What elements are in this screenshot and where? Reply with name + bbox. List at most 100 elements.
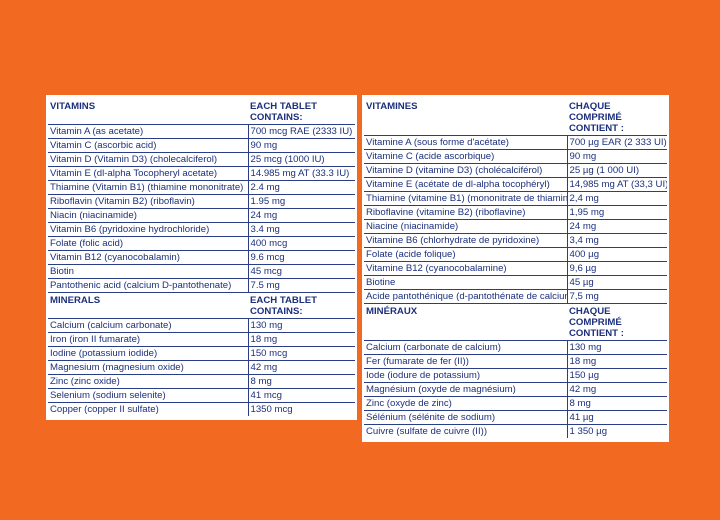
table-row: Vitamin B12 (cyanocobalamin) 9.6 mcg: [48, 250, 355, 265]
nutrient-name: Vitamin B12 (cyanocobalamin): [48, 250, 248, 265]
nutrient-name: Vitamin B6 (pyridoxine hydrochloride): [48, 222, 248, 237]
nutrient-amount: 14,985 mg AT (33,3 UI): [566, 177, 667, 192]
nutrient-name: Iodine (potassium iodide): [48, 346, 248, 361]
vitamins-header-row: VITAMINES CHAQUE COMPRIMÉ CONTIENT :: [364, 99, 667, 136]
table-row: Biotine 45 µg: [364, 275, 667, 290]
vitamins-amount-header: EACH TABLET CONTAINS:: [248, 99, 355, 125]
table-row: Zinc (zinc oxide) 8 mg: [48, 374, 355, 389]
nutrient-amount: 700 mcg RAE (2333 IU): [247, 124, 355, 139]
nutrient-amount: 8 mg: [566, 396, 667, 411]
vitamins-section-title: VITAMINS: [48, 99, 248, 125]
nutrient-amount: 90 mg: [247, 138, 355, 153]
nutrient-name: Niacin (niacinamide): [48, 208, 248, 223]
minerals-amount-header: EACH TABLET CONTAINS:: [248, 292, 355, 319]
table-row: Pantothenic acid (calcium D-pantothenate…: [48, 278, 355, 293]
nutrient-name: Vitamine B12 (cyanocobalamine): [364, 261, 567, 276]
table-row: Vitamine D (vitamine D3) (cholécalciféro…: [364, 163, 667, 178]
nutrient-name: Vitamin E (dl-alpha Tocopheryl acetate): [48, 166, 248, 181]
nutrient-name: Riboflavin (Vitamin B2) (riboflavin): [48, 194, 248, 209]
table-row: Iron (iron II fumarate) 18 mg: [48, 332, 355, 347]
table-row: Vitamine A (sous forme d'acétate) 700 µg …: [364, 135, 667, 150]
nutrient-amount: 400 µg: [566, 247, 667, 262]
nutrient-name: Copper (copper II sulfate): [50, 404, 159, 415]
nutrient-name: Vitamine B6 (chlorhydrate de pyridoxine): [364, 233, 567, 248]
minerals-header-row: MINÉRAUX CHAQUE COMPRIMÉ CONTIENT :: [364, 303, 667, 341]
table-row: Sélénium (sélénite de sodium) 41 µg: [364, 410, 667, 425]
nutrient-amount: 150 µg: [566, 368, 667, 383]
nutrient-amount: 3.4 mg: [247, 222, 355, 237]
nutrient-name: Biotin: [48, 264, 248, 279]
nutrient-name: Folate (acide folique): [364, 247, 567, 262]
table-row: Vitamine B12 (cyanocobalamine) 9,6 µg: [364, 261, 667, 276]
nutrient-name: Vitamine E (acétate de dl-alpha tocophér…: [364, 177, 567, 192]
nutrient-name: Vitamine C (acide ascorbique): [364, 149, 567, 164]
nutrient-name: Zinc (zinc oxide): [48, 374, 248, 389]
table-row: Selenium (sodium selenite) 41 mcg: [48, 388, 355, 403]
table-row: Fer (fumarate de fer (II)) 18 mg: [364, 354, 667, 369]
nutrient-name: Cuivre (sulfate de cuivre (II)): [366, 426, 488, 437]
table-row: Thiamine (Vitamin B1) (thiamine mononitr…: [48, 180, 355, 195]
table-row: Calcium (carbonate de calcium) 130 mg: [364, 340, 667, 355]
nutrient-amount: 9,6 µg: [566, 261, 667, 276]
table-row: Riboflavine (vitamine B2) (riboflavine) 1…: [364, 205, 667, 220]
nutrient-name: Riboflavine (vitamine B2) (riboflavine): [364, 205, 567, 220]
nutrient-name: Niacine (niacinamide): [364, 219, 567, 234]
nutrient-name: Magnésium (oxyde de magnésium): [364, 382, 567, 397]
nutrient-name: Vitamine A (sous forme d'acétate): [364, 135, 567, 150]
table-row: Copper (copper II sulfate) 1350 mcg: [48, 402, 355, 416]
nutrient-amount: 7.5 mg: [247, 278, 355, 293]
nutrient-amount: 18 mg: [247, 332, 355, 347]
nutrient-amount: 130 mg: [247, 318, 355, 333]
nutrient-name: Pantothenic acid (calcium D-pantothenate…: [48, 278, 248, 293]
nutrient-amount: 150 mcg: [247, 346, 355, 361]
table-row: Acide pantothénique (d-pantothénate de c…: [364, 289, 667, 304]
nutrient-amount: 25 µg (1 000 UI): [566, 163, 667, 178]
nutrient-name: Calcium (calcium carbonate): [48, 318, 248, 333]
nutrient-amount: 24 mg: [247, 208, 355, 223]
french-nutrition-panel: VITAMINES CHAQUE COMPRIMÉ CONTIENT : Vitam…: [362, 95, 669, 442]
minerals-amount-header: CHAQUE COMPRIMÉ CONTIENT :: [567, 303, 667, 341]
nutrient-name: Vitamin D (Vitamin D3) (cholecalciferol): [48, 152, 248, 167]
table-row: Magnésium (oxyde de magnésium) 42 mg: [364, 382, 667, 397]
minerals-header-row: MINERALS EACH TABLET CONTAINS:: [48, 292, 355, 319]
table-row: Folate (folic acid) 400 mcg: [48, 236, 355, 251]
nutrient-amount: 41 mcg: [247, 388, 355, 403]
nutrient-name: Iode (iodure de potassium): [364, 368, 567, 383]
english-nutrition-table: VITAMINS EACH TABLET CONTAINS: Vitamin A (…: [48, 99, 355, 416]
table-row: Vitamine B6 (chlorhydrate de pyridoxine)…: [364, 233, 667, 248]
nutrient-name: Thiamine (vitamine B1) (mononitrate de t…: [364, 191, 567, 206]
nutrient-name: Vitamin C (ascorbic acid): [48, 138, 248, 153]
nutrient-name: Folate (folic acid): [48, 236, 248, 251]
nutrient-name: Vitamin A (as acetate): [48, 124, 248, 139]
table-row: Biotin 45 mcg: [48, 264, 355, 279]
nutrient-amount: 1,95 mg: [566, 205, 667, 220]
minerals-section-title: MINÉRAUX: [364, 303, 567, 341]
table-row: Thiamine (vitamine B1) (mononitrate de t…: [364, 191, 667, 206]
table-row: Iodine (potassium iodide) 150 mcg: [48, 346, 355, 361]
nutrient-name: Magnesium (magnesium oxide): [48, 360, 248, 375]
table-row: Zinc (oxyde de zinc) 8 mg: [364, 396, 667, 411]
nutrient-amount: 130 mg: [566, 340, 667, 355]
french-nutrition-table: VITAMINES CHAQUE COMPRIMÉ CONTIENT : Vitam…: [364, 99, 667, 438]
nutrient-amount: 90 mg: [566, 149, 667, 164]
nutrient-amount: 7,5 mg: [566, 289, 667, 304]
table-row: Folate (acide folique) 400 µg: [364, 247, 667, 262]
nutrient-amount: 25 mcg (1000 IU): [247, 152, 355, 167]
table-row: Niacine (niacinamide) 24 mg: [364, 219, 667, 234]
vitamins-amount-header: CHAQUE COMPRIMÉ CONTIENT :: [567, 99, 667, 136]
nutrient-amount: 24 mg: [566, 219, 667, 234]
nutrient-amount: 8 mg: [247, 374, 355, 389]
nutrient-amount: 45 µg: [566, 275, 667, 290]
nutrient-name: Zinc (oxyde de zinc): [364, 396, 567, 411]
minerals-section-title: MINERALS: [48, 292, 248, 319]
english-nutrition-panel: VITAMINS EACH TABLET CONTAINS: Vitamin A (…: [46, 95, 357, 420]
table-row: Vitamin B6 (pyridoxine hydrochloride) 3.4…: [48, 222, 355, 237]
nutrient-name: Fer (fumarate de fer (II)): [364, 354, 567, 369]
nutrient-name: Thiamine (Vitamin B1) (thiamine mononitr…: [48, 180, 248, 195]
nutrient-amount: 14.985 mg AT (33.3 IU): [247, 166, 355, 181]
nutrient-name: Calcium (carbonate de calcium): [364, 340, 567, 355]
nutrient-amount: 400 mcg: [247, 236, 355, 251]
nutrient-amount: 1 350 µg: [566, 424, 667, 438]
nutrient-name: Sélénium (sélénite de sodium): [364, 410, 567, 425]
table-row: Calcium (calcium carbonate) 130 mg: [48, 318, 355, 333]
